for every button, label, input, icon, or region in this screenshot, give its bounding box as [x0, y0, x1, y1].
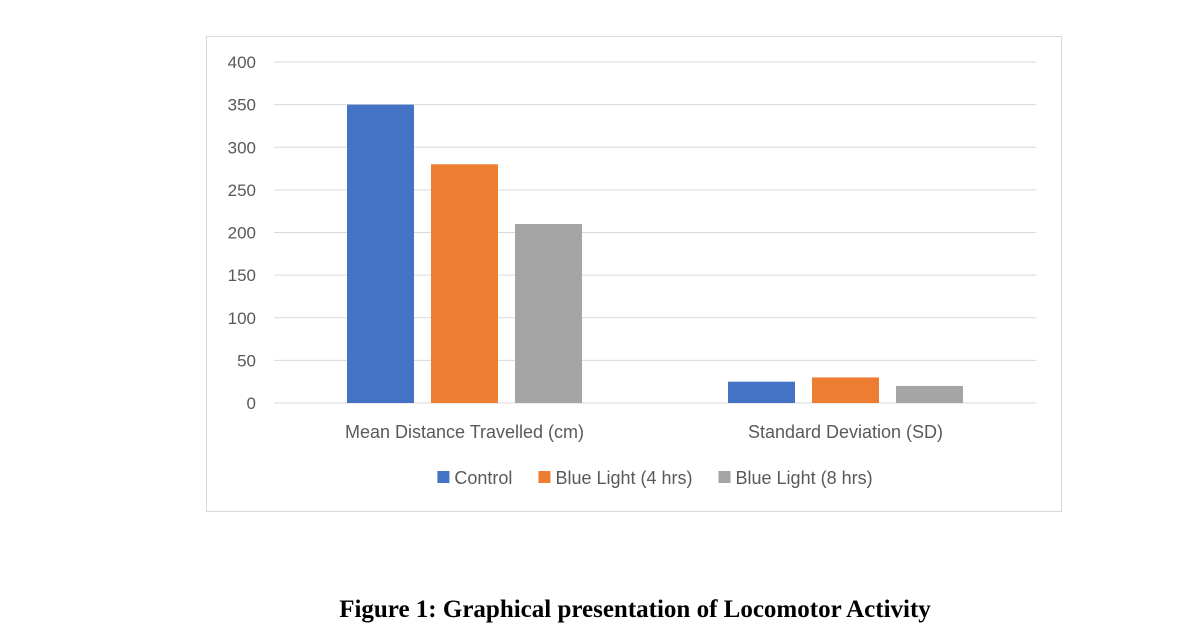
bars: [347, 104, 963, 403]
y-tick-label: 150: [228, 266, 256, 285]
legend-swatch: [538, 471, 551, 483]
y-axis-ticks: 0 50 100 150 200 250 300 350 400: [228, 53, 256, 413]
legend-label: Blue Light (4 hrs): [555, 468, 692, 488]
y-tick-label: 0: [247, 394, 256, 413]
legend: Control Blue Light (4 hrs) Blue Light (8 h…: [437, 468, 873, 488]
legend-swatch: [437, 471, 450, 483]
x-category-label: Mean Distance Travelled (cm): [345, 422, 584, 442]
bar-blue-light-4-hrs-2: [812, 377, 879, 403]
bar-control-2: [728, 381, 795, 403]
bar-blue-light-8-hrs-1: [515, 223, 582, 403]
y-tick-label: 50: [237, 351, 256, 370]
bar-blue-light-8-hrs-2: [896, 385, 963, 403]
y-tick-label: 100: [228, 309, 256, 328]
figure-caption: Figure 1: Graphical presentation of Loco…: [339, 596, 931, 623]
legend-label: Control: [454, 468, 512, 488]
y-tick-label: 250: [228, 181, 256, 200]
bar-blue-light-4-hrs-1: [431, 164, 498, 403]
legend-label: Blue Light (8 hrs): [736, 468, 873, 488]
y-tick-label: 400: [228, 53, 256, 72]
legend-swatch: [718, 471, 731, 483]
y-tick-label: 300: [228, 138, 256, 157]
y-tick-label: 350: [228, 96, 256, 115]
x-axis-categories: Mean Distance Travelled (cm) Standard Dev…: [345, 422, 943, 442]
x-category-label: Standard Deviation (SD): [748, 422, 943, 442]
y-tick-label: 200: [228, 224, 256, 243]
bar-control-1: [347, 104, 414, 403]
